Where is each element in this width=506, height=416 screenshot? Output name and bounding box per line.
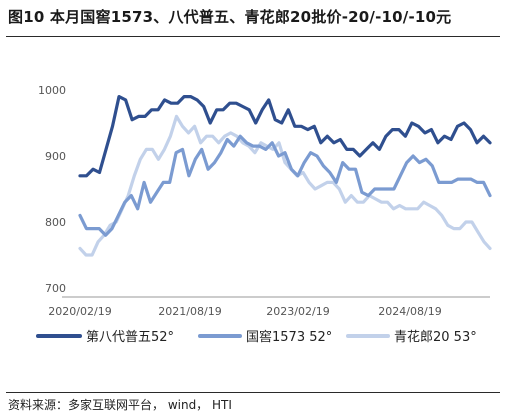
source-note: 资料来源：多家互联网平台， wind， HTI bbox=[8, 398, 232, 412]
series-line-3 bbox=[78, 114, 492, 257]
series-line-1 bbox=[78, 94, 492, 178]
title-rule bbox=[6, 36, 500, 37]
legend: 第八代普五52° 国窖1573 52° 青花郎20 53° bbox=[36, 329, 477, 345]
series-line-2 bbox=[78, 134, 492, 237]
y-tick-label: 900 bbox=[45, 150, 66, 163]
y-tick-label: 800 bbox=[45, 216, 66, 229]
y-tick-label: 700 bbox=[45, 282, 66, 295]
chart-title: 图10 本月国窖1573、八代普五、青花郎20批价-20/-10/-10元 bbox=[8, 8, 452, 26]
legend-label: 第八代普五52° bbox=[86, 330, 174, 345]
line-chart: 700 800 900 1000 2020/02/19 2021/08/19 2023/0… bbox=[36, 84, 492, 345]
y-axis: 700 800 900 1000 bbox=[38, 84, 66, 295]
series-lines bbox=[78, 94, 492, 257]
legend-label: 国窖1573 52° bbox=[246, 329, 332, 345]
source-rule bbox=[6, 392, 500, 393]
legend-label: 青花郎20 53° bbox=[394, 329, 477, 345]
x-tick-label: 2023/02/19 bbox=[266, 305, 329, 318]
x-tick-label: 2024/08/19 bbox=[378, 305, 441, 318]
x-tick-label: 2020/02/19 bbox=[48, 305, 111, 318]
y-tick-label: 1000 bbox=[38, 84, 66, 97]
x-tick-label: 2021/08/19 bbox=[158, 305, 221, 318]
x-axis: 2020/02/19 2021/08/19 2023/02/19 2024/08/19 bbox=[48, 296, 490, 318]
